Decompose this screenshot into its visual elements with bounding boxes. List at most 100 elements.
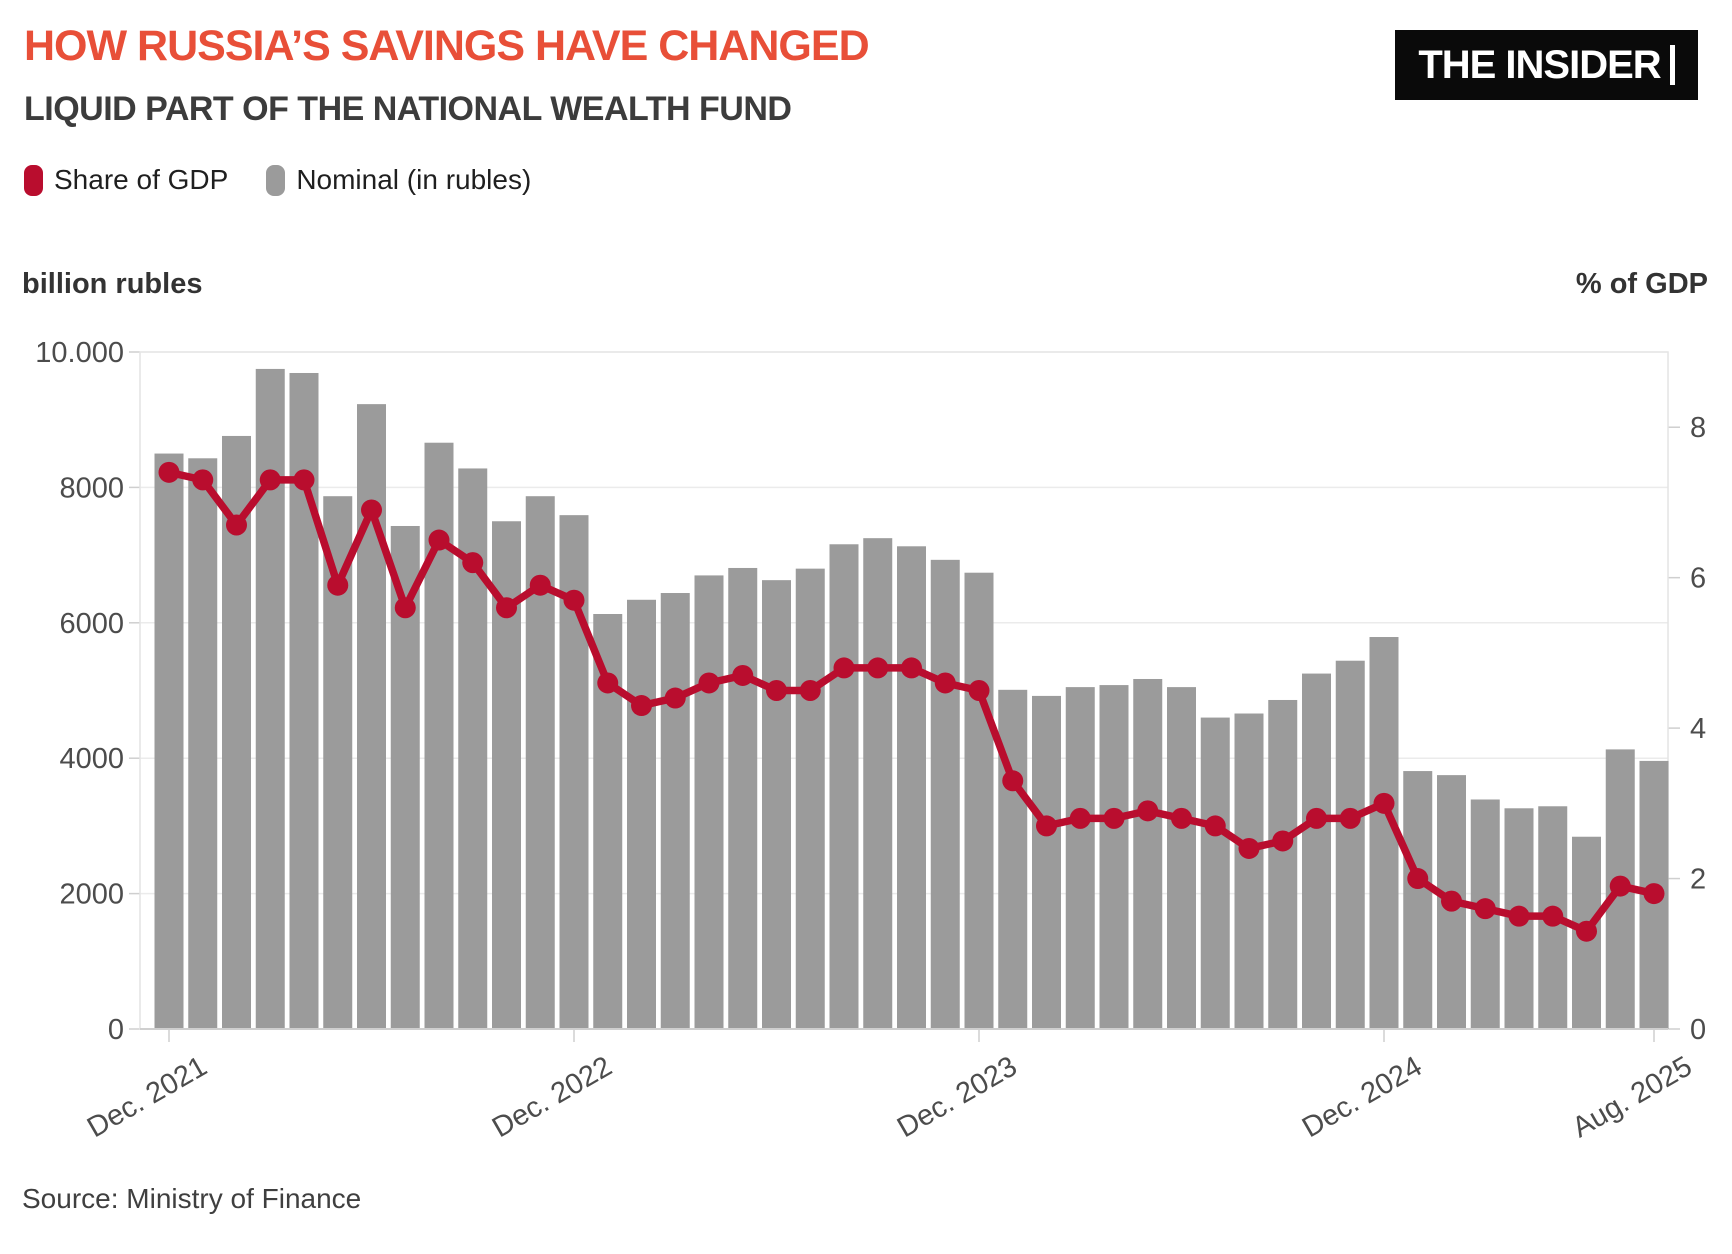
bar-apr-2024[interactable]	[1099, 685, 1129, 1029]
gdp-dot-may-2023[interactable]	[732, 664, 754, 686]
gdp-dot-jun-2022[interactable]	[361, 499, 382, 521]
gdp-dot-aug-2025[interactable]	[1643, 883, 1665, 905]
bar-nov-2024[interactable]	[1335, 660, 1365, 1029]
bar-feb-2023[interactable]	[627, 599, 656, 1029]
right-axis-tick-label-8: 8	[1690, 412, 1706, 444]
bar-feb-2024[interactable]	[1032, 695, 1061, 1029]
gdp-dot-dec-2022[interactable]	[563, 589, 585, 611]
gdp-dot-jan-2024[interactable]	[1002, 770, 1024, 792]
left-axis-tick-label-2000: 2000	[59, 879, 124, 911]
bar-jan-2025[interactable]	[1403, 771, 1433, 1029]
legend-item-share-of-gdp: Share of GDP	[24, 164, 228, 196]
bar-jun-2024[interactable]	[1167, 687, 1196, 1029]
bar-dec-2023[interactable]	[964, 572, 994, 1029]
bar-aug-2023[interactable]	[829, 544, 859, 1029]
gdp-dot-feb-2024[interactable]	[1036, 815, 1057, 837]
source-note: Source: Ministry of Finance	[22, 1183, 362, 1214]
gdp-dot-jun-2024[interactable]	[1171, 807, 1192, 829]
bar-may-2024[interactable]	[1133, 678, 1163, 1029]
gdp-dot-sep-2024[interactable]	[1272, 830, 1294, 852]
gdp-dot-jul-2024[interactable]	[1204, 815, 1226, 837]
x-axis-tick-label-dec-2021: Dec. 2021	[82, 1050, 212, 1144]
gdp-dot-oct-2022[interactable]	[496, 597, 517, 619]
gdp-dot-jan-2023[interactable]	[597, 672, 619, 694]
bar-jan-2024[interactable]	[998, 689, 1028, 1029]
x-axis-tick-label-dec-2023: Dec. 2023	[892, 1050, 1022, 1144]
bar-nov-2023[interactable]	[930, 559, 960, 1029]
gdp-dot-nov-2023[interactable]	[934, 672, 956, 694]
bar-oct-2023[interactable]	[897, 546, 926, 1029]
gdp-dot-jan-2022[interactable]	[192, 469, 214, 491]
bar-aug-2024[interactable]	[1234, 713, 1264, 1029]
gdp-dot-may-2024[interactable]	[1137, 800, 1159, 822]
gdp-dot-sep-2023[interactable]	[867, 657, 889, 679]
legend-label-share-of-gdp: Share of GDP	[54, 164, 229, 195]
gdp-dot-dec-2023[interactable]	[968, 680, 990, 701]
bar-sep-2023[interactable]	[863, 538, 893, 1029]
bar-oct-2024[interactable]	[1302, 673, 1331, 1029]
bar-may-2023[interactable]	[728, 567, 758, 1029]
bar-jun-2023[interactable]	[762, 580, 791, 1029]
x-axis-tick-label-aug-2025: Aug. 2025	[1567, 1050, 1698, 1144]
bar-jan-2022[interactable]	[188, 458, 218, 1029]
gdp-dot-feb-2022[interactable]	[226, 514, 247, 536]
gdp-dot-apr-2023[interactable]	[698, 672, 720, 694]
page-subtitle: LIQUID PART OF THE NATIONAL WEALTH FUND	[24, 90, 792, 128]
gdp-dot-jul-2023[interactable]	[799, 680, 821, 701]
gdp-dot-may-2025[interactable]	[1542, 905, 1564, 927]
x-axis-tick-label-dec-2022: Dec. 2022	[487, 1050, 617, 1144]
bar-apr-2023[interactable]	[694, 575, 724, 1029]
right-axis-tick-label-2: 2	[1690, 864, 1706, 896]
gdp-dot-dec-2021[interactable]	[158, 461, 180, 483]
legend-item-nominal: Nominal (in rubles)	[266, 164, 531, 196]
bar-jun-2022[interactable]	[357, 404, 386, 1029]
gdp-dot-feb-2025[interactable]	[1441, 890, 1462, 912]
bar-jul-2023[interactable]	[795, 568, 825, 1029]
gdp-dot-mar-2023[interactable]	[664, 687, 686, 709]
gdp-dot-nov-2024[interactable]	[1339, 807, 1361, 829]
the-insider-logo: THE INSIDER	[1395, 30, 1698, 100]
gdp-dot-mar-2022[interactable]	[259, 469, 281, 491]
gdp-dot-jul-2025[interactable]	[1609, 875, 1631, 897]
bar-mar-2022[interactable]	[255, 368, 285, 1029]
legend-swatch-share-of-gdp	[24, 164, 43, 196]
left-axis-tick-label-10.000: 10.000	[35, 337, 124, 369]
gdp-dot-aug-2023[interactable]	[833, 657, 855, 679]
gdp-dot-feb-2023[interactable]	[631, 695, 652, 717]
gdp-dot-jun-2025[interactable]	[1576, 920, 1597, 942]
gdp-dot-dec-2024[interactable]	[1373, 792, 1395, 814]
gdp-dot-may-2022[interactable]	[327, 574, 349, 596]
left-axis-tick-label-8000: 8000	[59, 472, 124, 504]
left-axis-tick-label-4000: 4000	[59, 743, 124, 775]
gdp-dot-jan-2025[interactable]	[1407, 868, 1429, 890]
gdp-dot-jun-2023[interactable]	[766, 680, 787, 701]
gdp-dot-jul-2022[interactable]	[394, 597, 416, 619]
gdp-dot-apr-2025[interactable]	[1508, 905, 1530, 927]
left-axis-title: billion rubles	[22, 268, 203, 300]
gdp-dot-oct-2023[interactable]	[901, 657, 922, 679]
gdp-dot-apr-2022[interactable]	[293, 469, 315, 491]
right-axis-tick-label-4: 4	[1690, 713, 1706, 745]
gdp-dot-mar-2024[interactable]	[1069, 807, 1091, 829]
gdp-dot-mar-2025[interactable]	[1474, 898, 1496, 920]
right-axis-tick-label-0: 0	[1690, 1014, 1706, 1046]
bar-mar-2023[interactable]	[660, 593, 690, 1029]
right-axis-title: % of GDP	[1575, 268, 1708, 300]
gdp-dot-sep-2022[interactable]	[462, 552, 484, 574]
gdp-dot-apr-2024[interactable]	[1103, 807, 1125, 829]
bar-sep-2024[interactable]	[1268, 699, 1298, 1029]
logo-cursor-bar	[1669, 45, 1675, 85]
bar-jul-2024[interactable]	[1200, 717, 1230, 1029]
legend-label-nominal: Nominal (in rubles)	[296, 164, 532, 195]
bar-dec-2021[interactable]	[154, 453, 184, 1029]
gdp-dot-nov-2022[interactable]	[529, 574, 551, 596]
bar-mar-2024[interactable]	[1065, 687, 1095, 1029]
gdp-dot-oct-2024[interactable]	[1306, 807, 1327, 829]
gdp-dot-aug-2024[interactable]	[1238, 837, 1260, 859]
left-axis-tick-label-0: 0	[108, 1014, 124, 1046]
page-title: HOW RUSSIA’S SAVINGS HAVE CHANGED	[24, 22, 870, 70]
gdp-dot-aug-2022[interactable]	[428, 529, 450, 551]
logo-text: THE INSIDER	[1418, 42, 1661, 87]
